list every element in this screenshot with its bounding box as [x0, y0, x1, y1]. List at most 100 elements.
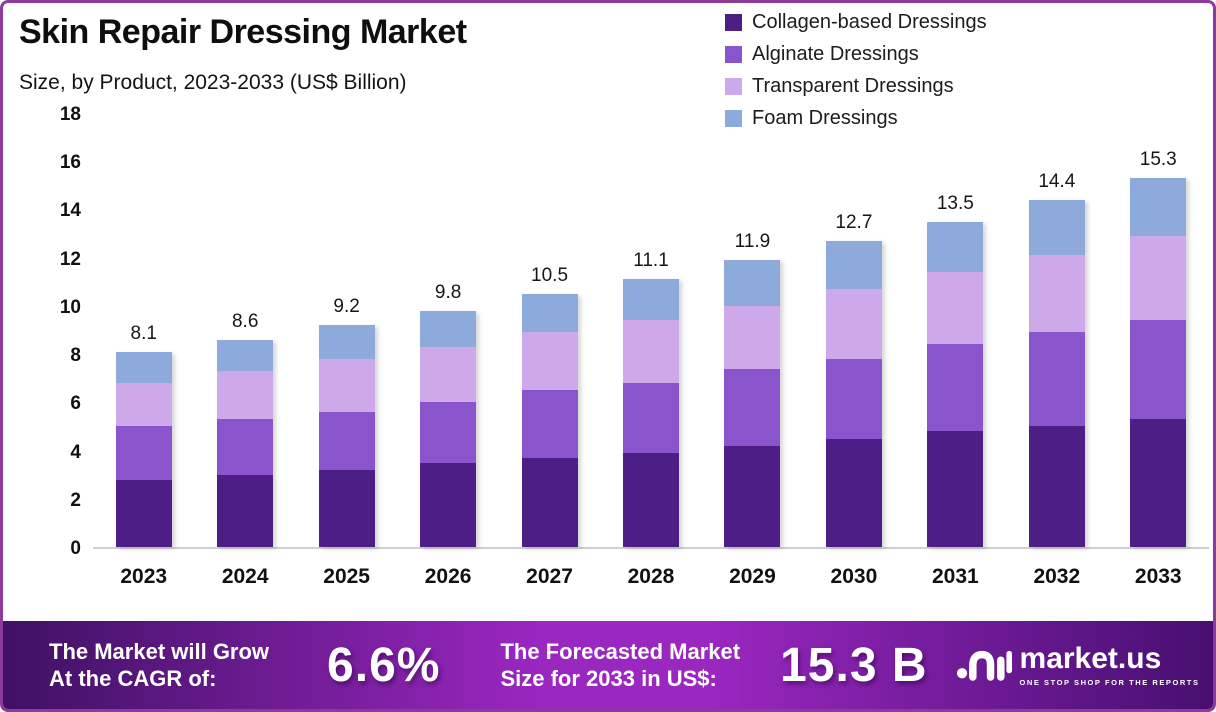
- bar-segment: [724, 445, 781, 547]
- x-label-2024: 2024: [221, 565, 269, 588]
- y-tick-18: 18: [59, 104, 81, 125]
- y-tick-4: 4: [70, 441, 81, 463]
- bar-segment: [115, 426, 172, 480]
- bar-segment: [318, 358, 375, 412]
- bar-slot-2023: 8.1: [93, 115, 194, 547]
- stacked-bar-2026: [420, 310, 477, 547]
- bar-segment: [927, 272, 984, 345]
- y-tick-8: 8: [70, 345, 81, 367]
- bar-segment: [927, 344, 984, 432]
- brand-tagline: ONE STOP SHOP FOR THE REPORTS: [1019, 677, 1200, 687]
- bar-slot-2030: 12.7: [803, 115, 904, 547]
- bar-segment: [1028, 255, 1085, 333]
- bar-segment: [1028, 332, 1085, 427]
- bar-total-label: 11.9: [734, 231, 771, 253]
- bar-slot-2033: 15.3: [1108, 115, 1209, 547]
- bar-segment: [420, 310, 477, 347]
- x-label-2028: 2028: [627, 565, 675, 588]
- bar-segment: [420, 402, 477, 463]
- bar-segment: [825, 240, 882, 290]
- bar-total-label: 8.6: [231, 310, 259, 332]
- legend-swatch-icon: [725, 110, 742, 127]
- y-tick-16: 16: [59, 152, 81, 174]
- bar-segment: [622, 383, 679, 453]
- x-label-2027: 2027: [526, 565, 573, 588]
- page-title: Skin Repair Dressing Market: [19, 13, 467, 51]
- bar-segment: [825, 438, 882, 547]
- bar-segment: [217, 371, 274, 420]
- bar-slot-2029: 11.9: [702, 115, 803, 547]
- bar-slot-2032: 14.4: [1006, 115, 1107, 547]
- legend: Collagen-based Dressings Alginate Dressin…: [725, 11, 987, 130]
- stacked-bar-2023: [115, 351, 172, 547]
- legend-swatch-icon: [725, 46, 742, 63]
- y-tick-14: 14: [59, 200, 81, 222]
- bar-slot-2031: 13.5: [905, 115, 1006, 547]
- chart-subtitle: Size, by Product, 2023-2033 (US$ Billion…: [19, 71, 407, 94]
- stacked-bar-2025: [318, 325, 375, 547]
- bar-segment: [1130, 178, 1187, 236]
- bar-segment: [724, 368, 781, 446]
- forecast-label: The Forecasted Market Size for 2033 in U…: [500, 638, 740, 693]
- forecast-value: 15.3 B: [780, 638, 928, 692]
- x-axis-labels: 2023 2024 2025 2026 2027 2028 2029 2030 2031 2032…: [93, 565, 1209, 589]
- x-label-2033: 2033: [1134, 565, 1182, 588]
- brand-text: market.us ONE STOP SHOP FOR THE REPORTS: [1019, 643, 1200, 687]
- legend-item-2: Transparent Dressings: [725, 75, 987, 98]
- legend-item-0: Collagen-based Dressings: [725, 11, 987, 34]
- bar-segment: [521, 390, 578, 458]
- bar-segment: [825, 289, 882, 359]
- chart-plot-bars: 8.1 8.6 9.2 9.8 10.5 11.1 11.9 12.7 13.5 14.4 15.3: [93, 115, 1209, 549]
- stacked-bar-2033: [1130, 178, 1187, 547]
- bar-slot-2027: 10.5: [499, 115, 600, 547]
- bar-segment: [318, 469, 375, 547]
- bar-segment: [217, 339, 274, 371]
- stacked-bar-2024: [217, 339, 274, 547]
- bar-segment: [115, 383, 172, 427]
- bar-segment: [521, 457, 578, 547]
- cagr-banner: The Market will Grow At the CAGR of: 6.6…: [3, 621, 1213, 709]
- x-label-2031: 2031: [931, 565, 979, 588]
- bar-total-label: 11.1: [633, 250, 669, 272]
- cagr-label-line2: At the CAGR of:: [49, 666, 217, 691]
- bar-segment: [420, 462, 477, 547]
- bar-segment: [318, 412, 375, 470]
- bar-segment: [927, 431, 984, 547]
- legend-label: Collagen-based Dressings: [752, 11, 987, 33]
- x-label-2025: 2025: [323, 565, 370, 588]
- bar-segment: [724, 260, 781, 306]
- bar-segment: [521, 293, 578, 333]
- x-label-2029: 2029: [729, 565, 776, 588]
- bar-segment: [420, 346, 477, 403]
- y-tick-0: 0: [70, 538, 81, 559]
- bar-total-label: 13.5: [936, 192, 974, 214]
- brand-logo: market.us ONE STOP SHOP FOR THE REPORTS: [956, 642, 1200, 689]
- bar-slot-2026: 9.8: [397, 115, 498, 547]
- cagr-label: The Market will Grow At the CAGR of:: [49, 638, 269, 693]
- y-tick-6: 6: [70, 393, 81, 415]
- brand-wave-icon: [956, 642, 1012, 689]
- bar-segment: [622, 279, 679, 321]
- stacked-bar-2031: [927, 221, 984, 547]
- forecast-label-line2: Size for 2033 in US$:: [500, 666, 717, 691]
- bar-slot-2028: 11.1: [600, 115, 701, 547]
- bar-segment: [1130, 419, 1187, 547]
- bar-segment: [1028, 426, 1085, 547]
- bar-segment: [115, 479, 172, 547]
- x-label-2032: 2032: [1033, 565, 1081, 588]
- bar-segment: [1028, 199, 1085, 256]
- legend-swatch-icon: [725, 14, 742, 31]
- stacked-bar-2027: [521, 293, 578, 547]
- bar-total-label: 15.3: [1139, 149, 1177, 171]
- bar-slot-2025: 9.2: [296, 115, 397, 547]
- x-label-2030: 2030: [830, 565, 878, 588]
- bar-segment: [318, 325, 375, 359]
- legend-item-3: Foam Dressings: [725, 107, 987, 130]
- bar-total-label: 14.4: [1038, 170, 1076, 192]
- bar-segment: [622, 452, 679, 547]
- bar-segment: [217, 474, 274, 547]
- x-label-2026: 2026: [424, 565, 472, 588]
- y-tick-2: 2: [70, 489, 81, 511]
- legend-swatch-icon: [725, 78, 742, 95]
